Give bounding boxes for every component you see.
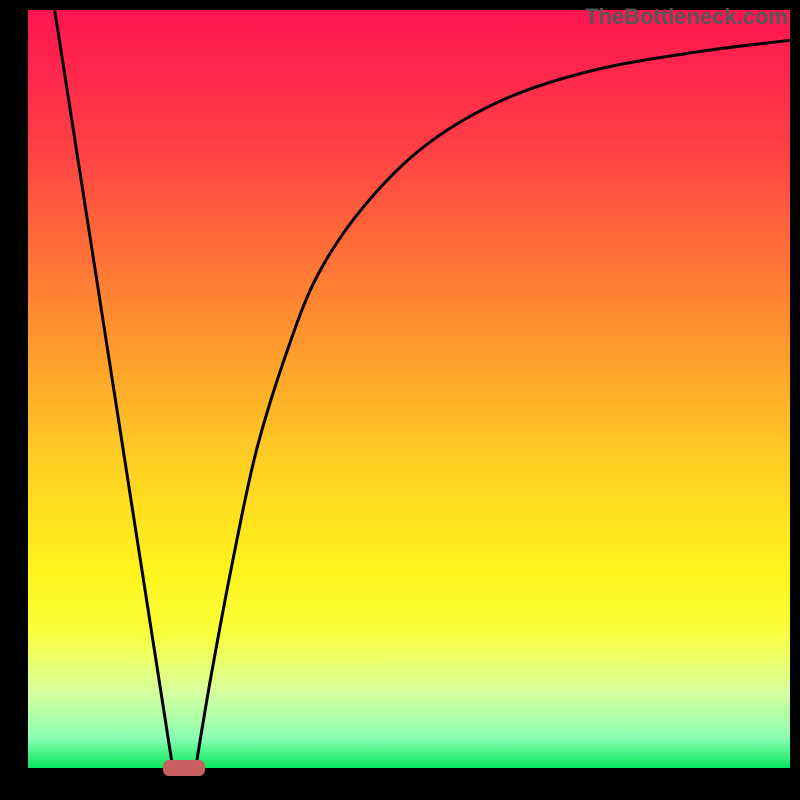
curve-left-branch [55,10,173,768]
curve-layer [28,10,790,768]
minimum-marker [163,760,205,777]
curve-right-branch [196,40,790,768]
chart-container: TheBottleneck.com [0,0,800,800]
watermark-text: TheBottleneck.com [585,4,788,30]
plot-area [28,10,790,768]
